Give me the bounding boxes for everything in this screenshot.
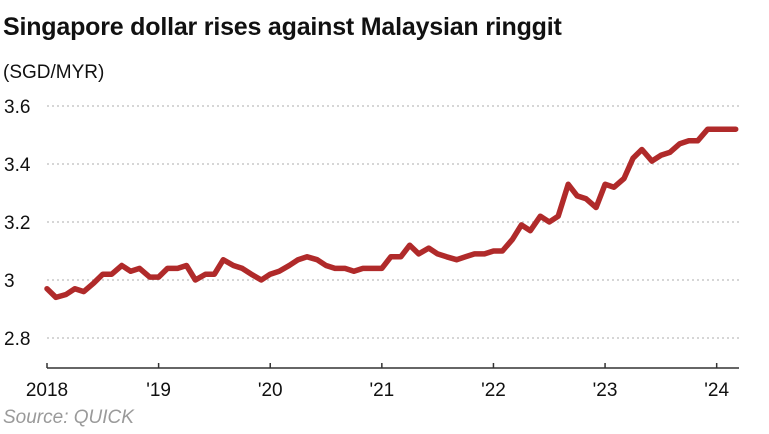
x-tick-label: '23 — [593, 380, 618, 401]
y-tick-label: 3.4 — [4, 155, 31, 176]
grid-lines — [47, 105, 739, 339]
unit-label: (SGD/MYR) — [3, 62, 105, 83]
x-tick-label: '20 — [258, 380, 283, 401]
y-tick-label: 3 — [4, 271, 15, 292]
source-note: Source: QUICK — [3, 407, 134, 428]
y-tick-label: 2.8 — [4, 329, 30, 350]
x-tick-label: '19 — [146, 380, 171, 401]
x-tick-label: '24 — [704, 380, 729, 401]
x-axis: 2018 '19 '20 '21 '22 '23 '24 — [26, 363, 739, 401]
x-tick-label: '22 — [481, 380, 506, 401]
x-tick-label: 2018 — [26, 380, 68, 401]
y-tick-label: 3.2 — [4, 213, 30, 234]
series-layer — [44, 126, 739, 301]
y-axis-labels: 3.6 3.4 3.2 3 2.8 — [4, 97, 31, 350]
series-line — [44, 126, 739, 301]
y-tick-label: 3.6 — [4, 97, 30, 118]
x-tick-label: '21 — [369, 380, 394, 401]
chart-title: Singapore dollar rises against Malaysian… — [3, 13, 562, 41]
